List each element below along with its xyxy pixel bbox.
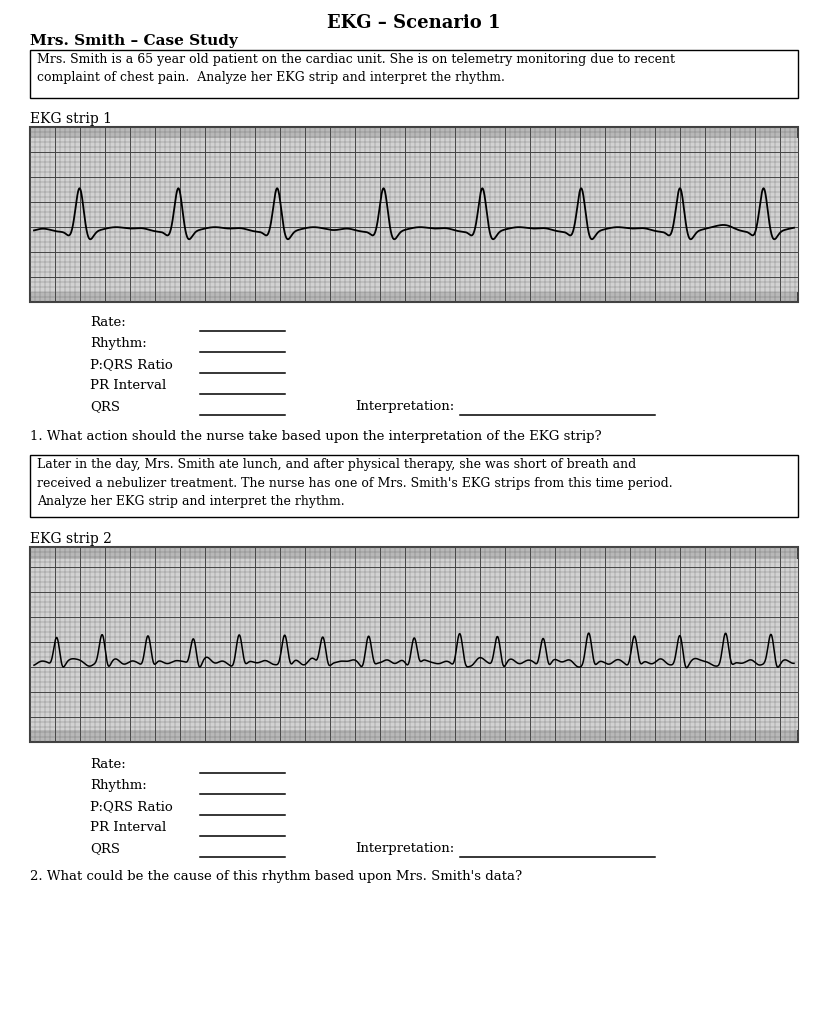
FancyBboxPatch shape — [30, 127, 797, 302]
Text: 2. What could be the cause of this rhythm based upon Mrs. Smith's data?: 2. What could be the cause of this rhyth… — [30, 870, 522, 883]
FancyBboxPatch shape — [30, 559, 797, 730]
Text: QRS: QRS — [90, 842, 120, 855]
Text: P:QRS Ratio: P:QRS Ratio — [90, 800, 173, 813]
Text: Rate:: Rate: — [90, 758, 126, 771]
Text: Rhythm:: Rhythm: — [90, 779, 146, 792]
Text: EKG strip 2: EKG strip 2 — [30, 532, 112, 546]
Text: QRS: QRS — [90, 400, 120, 413]
Text: Later in the day, Mrs. Smith ate lunch, and after physical therapy, she was shor: Later in the day, Mrs. Smith ate lunch, … — [37, 458, 672, 508]
Text: EKG – Scenario 1: EKG – Scenario 1 — [327, 14, 500, 32]
Text: 1. What action should the nurse take based upon the interpretation of the EKG st: 1. What action should the nurse take bas… — [30, 430, 601, 443]
Text: Rhythm:: Rhythm: — [90, 337, 146, 350]
Text: Mrs. Smith is a 65 year old patient on the cardiac unit. She is on telemetry mon: Mrs. Smith is a 65 year old patient on t… — [37, 53, 674, 85]
FancyBboxPatch shape — [30, 547, 797, 742]
Text: PR Interval: PR Interval — [90, 379, 166, 392]
Text: Mrs. Smith – Case Study: Mrs. Smith – Case Study — [30, 34, 237, 48]
Text: P:QRS Ratio: P:QRS Ratio — [90, 358, 173, 371]
FancyBboxPatch shape — [30, 50, 797, 98]
Text: PR Interval: PR Interval — [90, 821, 166, 834]
Text: Interpretation:: Interpretation: — [355, 400, 454, 413]
Text: Interpretation:: Interpretation: — [355, 842, 454, 855]
Text: Rate:: Rate: — [90, 316, 126, 329]
FancyBboxPatch shape — [30, 137, 797, 292]
Text: EKG strip 1: EKG strip 1 — [30, 112, 112, 126]
FancyBboxPatch shape — [30, 455, 797, 517]
